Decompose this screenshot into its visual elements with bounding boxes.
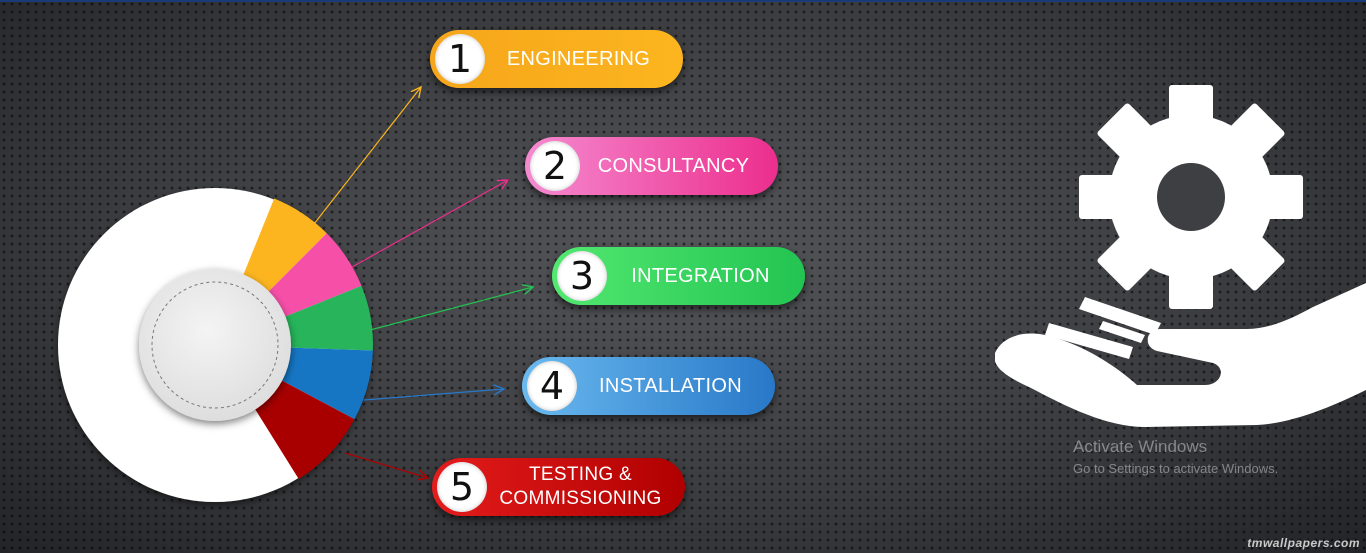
arrow-engineering-head bbox=[410, 85, 422, 99]
arrow-installation bbox=[363, 388, 505, 401]
arrow-installation-head bbox=[493, 384, 506, 396]
step-testing-commissioning[interactable]: 5 TESTING & COMMISSIONING bbox=[432, 458, 685, 516]
activation-subtitle: Go to Settings to activate Windows. bbox=[1073, 461, 1279, 476]
step-label: TESTING & COMMISSIONING bbox=[494, 458, 667, 516]
arrow-consultancy bbox=[351, 179, 509, 268]
step-number-badge: 1 bbox=[435, 34, 485, 84]
arrow-integration bbox=[369, 286, 534, 331]
step-engineering[interactable]: 1 ENGINEERING bbox=[430, 30, 683, 88]
step-installation[interactable]: 4 INSTALLATION bbox=[522, 357, 775, 415]
donut-hub-dashed-ring bbox=[151, 281, 279, 409]
segment-consultancy bbox=[257, 233, 362, 323]
step-number-badge: 5 bbox=[437, 462, 487, 512]
step-integration[interactable]: 3 INTEGRATION bbox=[552, 247, 805, 305]
arrow-testing-head bbox=[416, 469, 430, 481]
activation-title: Activate Windows bbox=[1073, 437, 1208, 456]
watermark: tmwallpapers.com bbox=[1247, 536, 1360, 550]
arrow-testing bbox=[344, 452, 429, 479]
step-number-badge: 4 bbox=[527, 361, 577, 411]
step-label-line-1: TESTING & bbox=[529, 464, 632, 486]
segment-testing bbox=[246, 373, 355, 479]
step-number-badge: 2 bbox=[530, 141, 580, 191]
segment-installation bbox=[267, 347, 373, 420]
step-label: ENGINEERING bbox=[506, 47, 651, 70]
top-border-line bbox=[0, 0, 1366, 2]
segment-engineering bbox=[237, 198, 327, 303]
arrow-integration-head bbox=[521, 284, 535, 295]
step-label: INSTALLATION bbox=[599, 374, 742, 397]
step-label: CONSULTANCY bbox=[597, 154, 750, 177]
gear-in-hand-icon bbox=[995, 85, 1366, 427]
arrow-engineering bbox=[313, 86, 422, 225]
donut-hub bbox=[139, 269, 291, 421]
step-number-badge: 3 bbox=[557, 251, 607, 301]
segment-integration bbox=[270, 285, 373, 351]
windows-activation-notice[interactable]: Activate Windows Go to Settings to activ… bbox=[1073, 437, 1278, 476]
step-label-line-2: COMMISSIONING bbox=[499, 488, 662, 509]
step-consultancy[interactable]: 2 CONSULTANCY bbox=[525, 137, 778, 195]
arrow-consultancy-head bbox=[496, 179, 510, 190]
step-label: INTEGRATION bbox=[631, 264, 770, 287]
